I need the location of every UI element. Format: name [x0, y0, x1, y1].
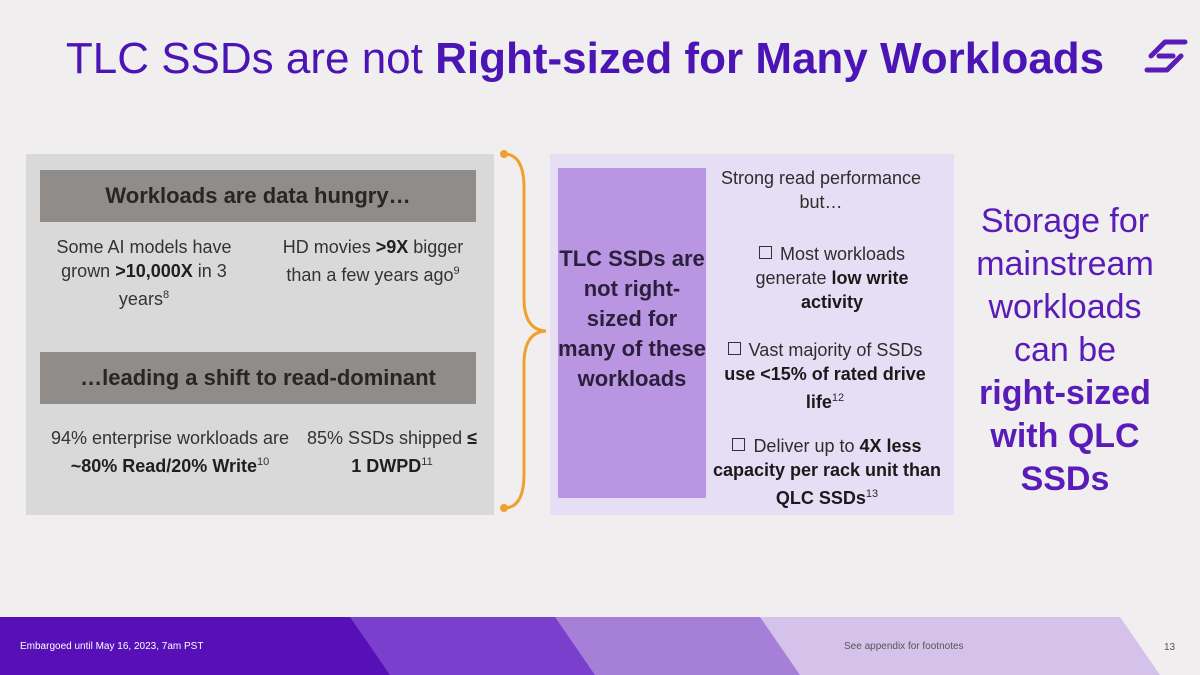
stat-ai-models: Some AI models have grown >10,000X in 3 …	[56, 237, 232, 309]
bullet-capacity: Deliver up to 4X less capacity per rack …	[712, 436, 942, 508]
page-number: 13	[1164, 642, 1176, 653]
checkbox-icon	[727, 342, 741, 355]
brand-logo-icon	[1144, 39, 1188, 73]
stat-ssds-shipped: 85% SSDs shipped ≤ 1 DWPD11	[307, 428, 477, 476]
header-read-dominant: …leading a shift to read-dominant	[40, 352, 476, 404]
purple-label-box	[558, 168, 706, 498]
qlc-right-sized-callout: Storage for mainstream workloads can be r…	[976, 202, 1154, 498]
embargo-notice: Embargoed until May 16, 2023, 7am PST	[20, 641, 204, 652]
checkbox-icon	[758, 246, 772, 259]
header-data-hungry: Workloads are data hungry…	[40, 170, 476, 222]
tlc-not-right-sized-label: TLC SSDs are not right-sized for many of…	[558, 246, 706, 391]
footnote-reference: See appendix for footnotes	[844, 641, 964, 652]
checkbox-icon	[732, 438, 746, 451]
stat-hd-movies: HD movies >9X bigger than a few years ag…	[282, 237, 464, 285]
bullet-drive-life: Vast majority of SSDs use <15% of rated …	[724, 340, 926, 412]
page-title: TLC SSDs are not Right-sized for Many Wo…	[65, 34, 1105, 83]
bullet-low-write: Most workloads generate low write activi…	[755, 244, 909, 312]
stat-enterprise-workloads: 94% enterprise workloads are ~80% Read/2…	[50, 428, 290, 476]
curly-brace-icon	[500, 150, 547, 512]
footer-band	[0, 617, 1200, 675]
strong-read-intro: Strong read performance but…	[720, 168, 922, 212]
